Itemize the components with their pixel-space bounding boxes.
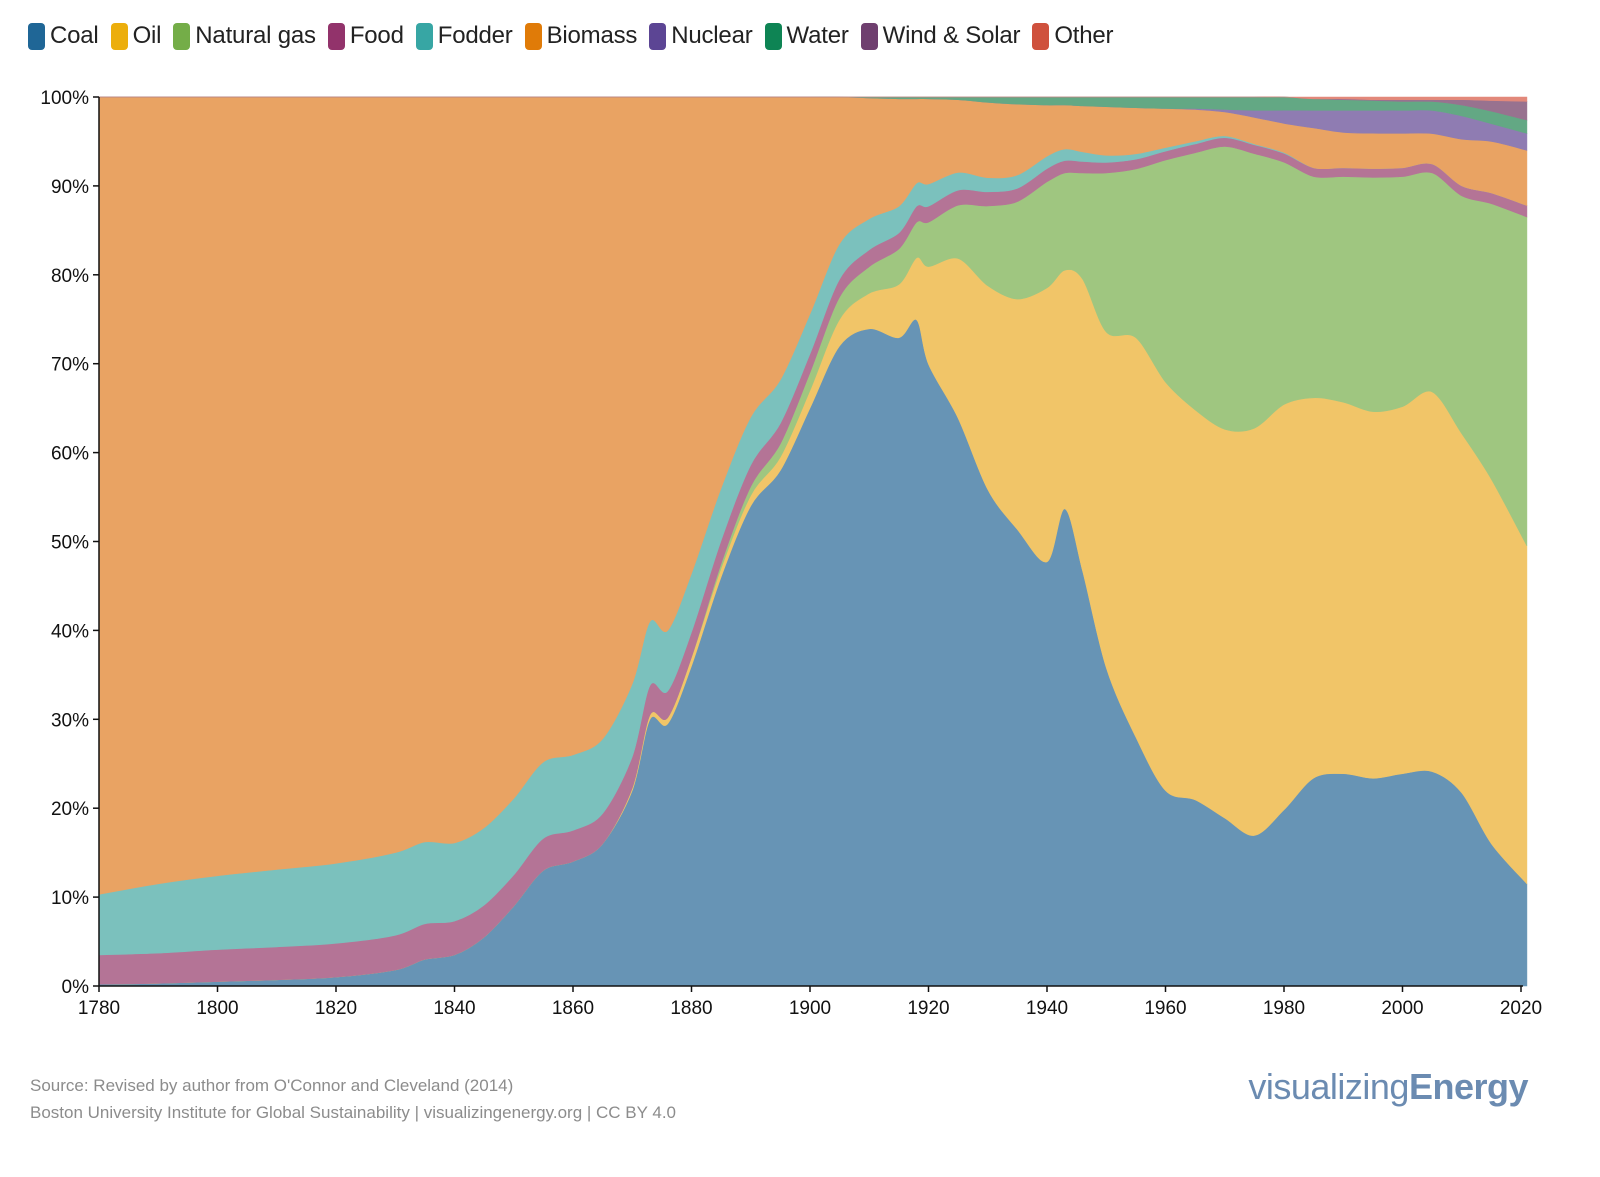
legend-item-water[interactable]: Water [764, 22, 849, 50]
x-tick-label: 1900 [789, 998, 831, 1019]
source-note: Source: Revised by author from O'Connor … [30, 1076, 514, 1095]
x-tick-label: 1960 [1144, 998, 1186, 1019]
y-tick-label: 0% [62, 977, 90, 998]
x-tick-label: 1940 [1026, 998, 1068, 1019]
legend-item-wind-solar[interactable]: Wind & Solar [860, 22, 1021, 50]
y-tick-label: 10% [51, 888, 89, 909]
legend-label-biomass: Biomass [546, 22, 638, 49]
y-tick-label: 50% [51, 533, 89, 554]
legend-swatch-oil [110, 22, 128, 50]
y-tick-label: 20% [51, 799, 89, 820]
legend-item-other[interactable]: Other [1032, 22, 1114, 50]
legend-label-food: Food [349, 22, 404, 49]
legend-swatch-biomass [524, 22, 542, 50]
area-other[interactable] [98, 96, 1528, 102]
legend: Coal Oil Natural gas Food Fodder Biomass… [28, 22, 1125, 50]
credit-note: Boston University Institute for Global S… [30, 1103, 677, 1122]
legend-label-natural-gas: Natural gas [195, 22, 316, 49]
legend-swatch-coal [28, 22, 45, 50]
legend-swatch-water [764, 22, 782, 50]
legend-label-oil: Oil [132, 22, 162, 49]
legend-swatch-fodder [415, 22, 433, 50]
x-tick-label: 1920 [907, 998, 949, 1019]
y-tick-label: 30% [51, 710, 89, 731]
brand-bold: Energy [1408, 1066, 1529, 1107]
brand-light: visualizing [1248, 1066, 1409, 1107]
legend-item-food[interactable]: Food [327, 22, 404, 50]
x-tick-label: 2000 [1381, 998, 1423, 1019]
x-tick-label: 1880 [670, 998, 712, 1019]
legend-item-oil[interactable]: Oil [110, 22, 162, 50]
y-tick-label: 60% [51, 444, 89, 465]
legend-label-water: Water [786, 22, 849, 49]
x-tick-label: 1860 [552, 998, 594, 1019]
footer: Source: Revised by author from O'Connor … [30, 1072, 676, 1126]
legend-item-coal[interactable]: Coal [28, 22, 99, 50]
legend-swatch-nuclear [649, 22, 667, 50]
area-layers [98, 96, 1528, 987]
legend-item-biomass[interactable]: Biomass [524, 22, 638, 50]
legend-swatch-natural-gas [173, 22, 191, 50]
x-tick-label: 2020 [1500, 998, 1542, 1019]
legend-label-other: Other [1054, 22, 1114, 49]
x-tick-label: 1800 [196, 998, 238, 1019]
legend-item-natural-gas[interactable]: Natural gas [173, 22, 316, 50]
legend-label-fodder: Fodder [437, 22, 513, 49]
axes: 0% 10% 20% 30% 40% 50% 60% 70% 80% 90% 100% 1780 180… [40, 88, 1542, 1019]
legend-item-fodder[interactable]: Fodder [415, 22, 513, 50]
y-tick-label: 70% [51, 355, 89, 376]
stacked-area-chart: 0% 10% 20% 30% 40% 50% 60% 70% 80% 90% 100% 1780 180… [40, 88, 1542, 1019]
x-tick-label: 1980 [1263, 998, 1305, 1019]
legend-label-coal: Coal [50, 22, 99, 49]
legend-label-nuclear: Nuclear [671, 22, 753, 49]
legend-swatch-wind-solar [860, 22, 878, 50]
brand-logo: visualizingEnergy [1248, 1066, 1528, 1108]
legend-swatch-other [1032, 22, 1050, 50]
legend-item-nuclear[interactable]: Nuclear [649, 22, 753, 50]
legend-swatch-food [327, 22, 345, 50]
x-tick-label: 1780 [78, 998, 120, 1019]
x-tick-label: 1840 [433, 998, 475, 1019]
y-tick-label: 100% [40, 88, 89, 109]
y-tick-label: 90% [51, 177, 89, 198]
y-tick-label: 80% [51, 266, 89, 287]
y-tick-label: 40% [51, 621, 89, 642]
x-tick-label: 1820 [315, 998, 357, 1019]
legend-label-wind-solar: Wind & Solar [882, 22, 1021, 49]
